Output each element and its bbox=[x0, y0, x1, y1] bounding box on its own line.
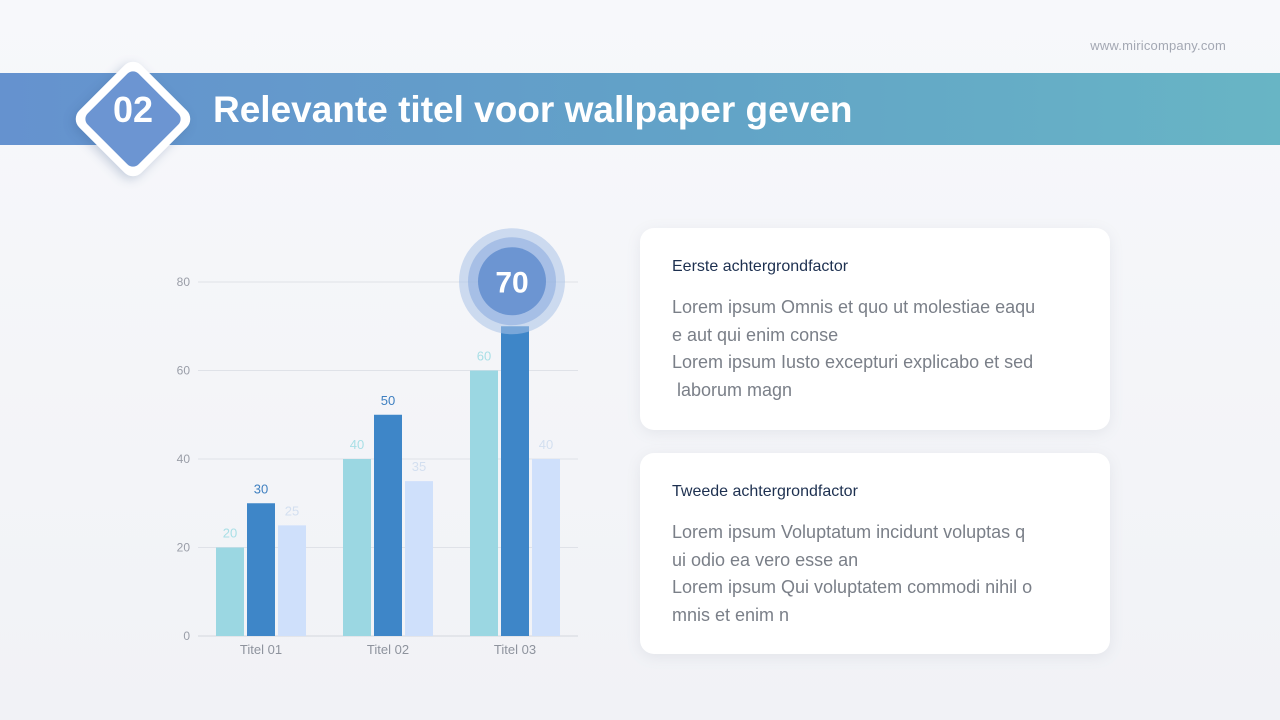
bar-value-label: 35 bbox=[412, 459, 426, 474]
factor-card-1-line-3: Lorem ipsum Iusto excepturi explicabo et… bbox=[672, 352, 1034, 372]
y-tick-label: 20 bbox=[177, 541, 191, 555]
bar-titel-01-s2 bbox=[247, 503, 275, 636]
factor-card-1-line-1: Lorem ipsum Omnis et quo ut molestiae ea… bbox=[672, 297, 1036, 317]
y-tick-label: 0 bbox=[183, 629, 190, 643]
y-tick-label: 40 bbox=[177, 452, 191, 466]
highlight-circle bbox=[478, 247, 546, 316]
factor-card-1: Eerste achtergrondfactor Lorem ipsum Omn… bbox=[640, 228, 1110, 430]
page-title: Relevante titel voor wallpaper geven bbox=[213, 89, 853, 130]
factor-card-1-title: Eerste achtergrondfactor bbox=[672, 258, 849, 275]
y-tick-label: 80 bbox=[177, 275, 191, 289]
bar-titel-03-s1 bbox=[470, 370, 498, 636]
bar-titel-02-s3 bbox=[405, 481, 433, 636]
x-tick-label: Titel 02 bbox=[367, 642, 409, 657]
y-tick-label: 60 bbox=[177, 364, 191, 378]
highlight-value-label: 70 bbox=[495, 266, 528, 299]
bar-titel-03-s3 bbox=[532, 459, 560, 636]
bar-value-label: 40 bbox=[350, 437, 364, 452]
header-banner bbox=[0, 73, 1280, 145]
bar-value-label: 20 bbox=[223, 526, 237, 541]
bar-value-label: 25 bbox=[285, 503, 299, 518]
factor-card-2-line-1: Lorem ipsum Voluptatum incidunt voluptas… bbox=[672, 522, 1026, 542]
factor-card-1-line-2: e aut qui enim conse bbox=[672, 324, 839, 345]
website-url[interactable]: www.miricompany.com bbox=[1090, 38, 1226, 53]
factor-card-2-line-4: mnis et enim n bbox=[672, 604, 790, 625]
bar-titel-03-s2 bbox=[501, 326, 529, 636]
bar-titel-01-s1 bbox=[216, 547, 244, 636]
bar-value-label: 50 bbox=[381, 393, 395, 408]
section-number: 02 bbox=[112, 89, 154, 130]
factor-card-1-line-4: laborum magn bbox=[672, 379, 793, 400]
factor-card-2: Tweede achtergrondfactor Lorem ipsum Vol… bbox=[640, 453, 1110, 654]
bar-value-label: 30 bbox=[254, 481, 268, 496]
factor-card-2-line-3: Lorem ipsum Qui voluptatem commodi nihil… bbox=[672, 577, 1033, 597]
bar-titel-02-s2 bbox=[374, 414, 402, 636]
factor-card-2-line-2: ui odio ea vero esse an bbox=[672, 549, 859, 570]
bar-value-label: 40 bbox=[539, 437, 553, 452]
x-tick-label: Titel 01 bbox=[240, 642, 282, 657]
bar-titel-01-s3 bbox=[278, 525, 306, 636]
bar-value-label: 60 bbox=[477, 349, 491, 364]
factor-card-2-title: Tweede achtergrondfactor bbox=[672, 483, 858, 500]
x-tick-label: Titel 03 bbox=[494, 642, 536, 657]
bar-titel-02-s1 bbox=[343, 459, 371, 636]
